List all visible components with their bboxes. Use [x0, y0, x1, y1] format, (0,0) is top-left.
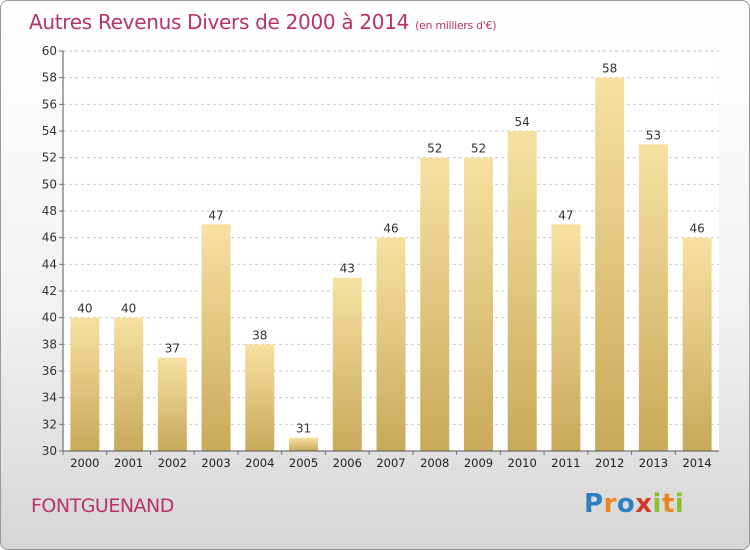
bar-value-label: 54 [515, 115, 530, 129]
x-tick-label: 2002 [158, 456, 187, 470]
location-label: FONTGUENAND [31, 495, 174, 517]
x-tick-label: 2003 [201, 456, 230, 470]
bar-value-label: 52 [471, 142, 486, 156]
y-tick-label: 60 [42, 44, 57, 58]
x-tick-label: 2006 [333, 456, 362, 470]
x-tick-label: 2011 [551, 456, 580, 470]
bar [245, 344, 275, 451]
bar-value-label: 37 [165, 342, 180, 356]
bar-value-label: 52 [427, 142, 442, 156]
bar [201, 224, 231, 451]
bar-value-label: 47 [208, 208, 223, 222]
bar-value-label: 40 [77, 302, 92, 316]
y-tick-label: 58 [42, 71, 57, 85]
chart-title-text: Autres Revenus Divers de 2000 à 2014 [29, 10, 410, 34]
bar [638, 144, 668, 452]
y-tick-label: 50 [42, 177, 57, 191]
bar-value-label: 53 [646, 128, 661, 142]
bar-value-label: 47 [558, 208, 573, 222]
y-tick-label: 46 [42, 231, 57, 245]
y-tick-label: 40 [42, 311, 57, 325]
bar [70, 317, 100, 451]
x-tick-label: 2000 [70, 456, 99, 470]
y-tick-label: 38 [42, 337, 57, 351]
bar [551, 224, 581, 451]
proxiti-logo: Proxiti [584, 489, 684, 519]
proxiti-logo-letter: r [603, 489, 617, 519]
y-tick-label: 30 [42, 444, 57, 458]
y-tick-label: 42 [42, 284, 57, 298]
x-tick-label: 2013 [639, 456, 668, 470]
x-tick-label: 2008 [420, 456, 449, 470]
bar [289, 437, 319, 451]
bar-value-label: 58 [602, 62, 617, 76]
bar [157, 357, 187, 451]
x-tick-label: 2012 [595, 456, 624, 470]
bar [463, 157, 493, 451]
bar-value-label: 46 [689, 222, 704, 236]
x-tick-label: 2004 [245, 456, 274, 470]
y-tick-label: 54 [42, 124, 57, 138]
x-tick-label: 2014 [682, 456, 711, 470]
x-tick-label: 2001 [114, 456, 143, 470]
proxiti-logo-letter: o [616, 489, 636, 519]
bar [114, 317, 144, 451]
proxiti-logo-letter: t [661, 489, 675, 519]
bar [682, 237, 712, 451]
x-tick-label: 2007 [376, 456, 405, 470]
bar [332, 277, 362, 451]
bar [420, 157, 450, 451]
y-tick-label: 34 [42, 391, 57, 405]
y-tick-label: 48 [42, 204, 57, 218]
chart-title: Autres Revenus Divers de 2000 à 2014 (en … [29, 10, 497, 34]
proxiti-logo-letter: P [584, 489, 604, 519]
y-tick-label: 36 [42, 364, 57, 378]
x-tick-label: 2009 [464, 456, 493, 470]
proxiti-logo-letter: i [674, 489, 685, 519]
bar-value-label: 31 [296, 422, 311, 436]
bar [376, 237, 406, 451]
bar-value-label: 46 [383, 222, 398, 236]
bar [507, 131, 537, 451]
x-tick-label: 2010 [508, 456, 537, 470]
y-tick-label: 44 [42, 257, 57, 271]
proxiti-logo-letter: i [652, 489, 662, 519]
chart-unit-note: (en milliers d'€) [415, 19, 497, 32]
y-tick-label: 32 [42, 417, 57, 431]
y-tick-label: 52 [42, 151, 57, 165]
bar-value-label: 40 [121, 302, 136, 316]
y-tick-label: 56 [42, 97, 57, 111]
bar [595, 77, 625, 452]
bar-value-label: 38 [252, 328, 267, 342]
bar-value-label: 43 [340, 262, 355, 276]
proxiti-logo-letter: x [635, 489, 653, 519]
x-tick-label: 2005 [289, 456, 318, 470]
